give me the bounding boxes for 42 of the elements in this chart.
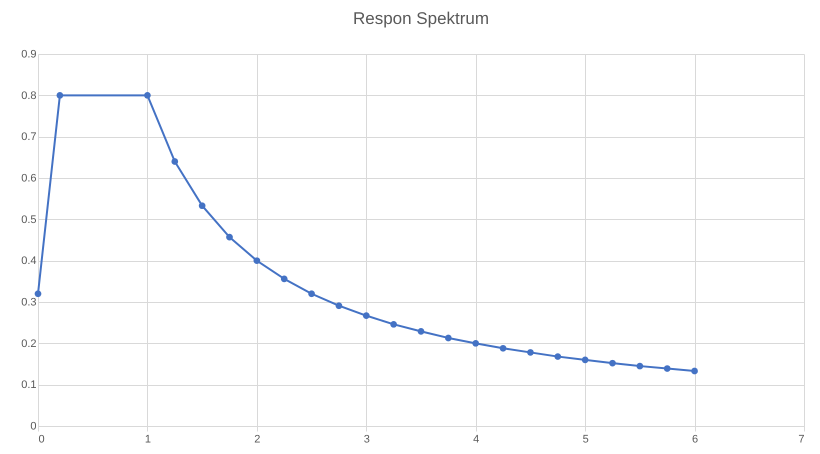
point	[280, 276, 288, 282]
point	[254, 257, 260, 264]
y-tick-label: 0.3	[21, 296, 36, 308]
point	[362, 312, 370, 319]
x-tick-label: 3	[364, 434, 370, 446]
y-tick-label: 0.6	[21, 172, 36, 184]
y-tick-label: 0.8	[21, 90, 36, 102]
chart-title: Respon Spektrum	[352, 9, 490, 28]
point	[582, 356, 588, 364]
point	[664, 365, 671, 372]
x-tick-label: 0	[38, 434, 45, 446]
point	[336, 302, 342, 310]
point	[308, 290, 315, 298]
point	[56, 92, 64, 99]
point	[636, 362, 644, 370]
x-tick-label: 7	[798, 434, 804, 446]
point	[527, 349, 534, 356]
point	[472, 340, 480, 347]
point	[445, 334, 452, 342]
y-tick-label: 0.9	[21, 48, 36, 60]
x-tick-label: 6	[692, 434, 698, 446]
point	[390, 320, 397, 328]
x-tick-label: 4	[473, 434, 480, 446]
point	[171, 158, 178, 165]
point	[691, 368, 698, 374]
point	[226, 234, 233, 240]
x-tick-label: 2	[254, 434, 260, 446]
point	[418, 328, 424, 335]
x-tick-label: 5	[582, 434, 589, 446]
y-tick-label: 0	[30, 420, 36, 432]
y-tick-label: 0.2	[21, 338, 36, 350]
y-tick-label: 0.4	[21, 255, 36, 268]
point	[34, 290, 42, 298]
point	[554, 353, 562, 360]
x-tick-label: 1	[144, 434, 151, 446]
y-tick-label: 0.7	[21, 131, 36, 144]
point	[609, 360, 616, 367]
y-tick-label: 0.5	[21, 214, 36, 226]
point	[500, 344, 506, 352]
point	[144, 92, 151, 99]
y-tick-label: 0.1	[21, 379, 36, 392]
point	[198, 202, 206, 210]
